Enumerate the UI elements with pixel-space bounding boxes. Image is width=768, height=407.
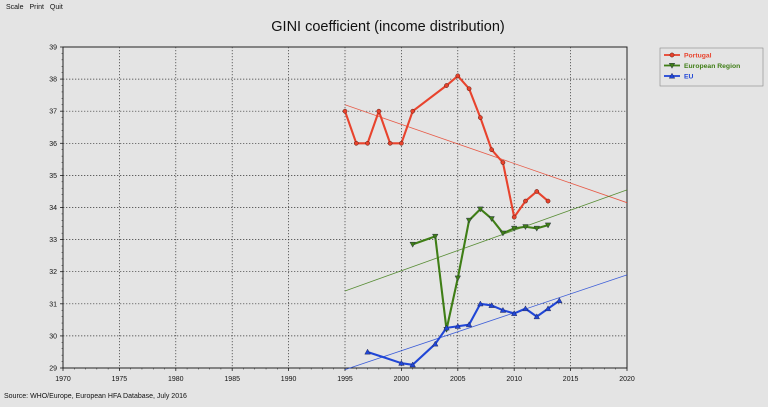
point-portugal: [534, 189, 540, 194]
point-eu: [364, 348, 371, 355]
point-portugal: [489, 147, 494, 153]
point-european-region: [544, 222, 552, 229]
menu-bar: Scale Print Quit: [0, 0, 63, 14]
point-european-region: [511, 225, 518, 232]
x-tick-label: 1980: [168, 376, 184, 383]
legend-marker-portugal: [669, 52, 675, 58]
x-tick-label: 2015: [563, 376, 579, 383]
point-portugal: [466, 86, 472, 92]
y-tick-label: 33: [49, 237, 57, 244]
x-tick-label: 1975: [112, 376, 128, 383]
point-european-region: [465, 217, 473, 224]
point-eu: [443, 324, 450, 331]
point-eu: [398, 359, 405, 366]
point-eu: [409, 361, 416, 368]
point-portugal: [387, 140, 393, 146]
y-tick-label: 35: [49, 173, 57, 180]
point-european-region: [454, 275, 461, 282]
series-line-portugal: [344, 74, 549, 219]
x-tick-label: 2020: [619, 376, 635, 383]
y-tick-label: 34: [49, 205, 57, 212]
point-portugal: [478, 115, 483, 120]
y-tick-label: 37: [49, 109, 57, 116]
series-line-european-region: [412, 208, 549, 331]
point-portugal: [455, 73, 461, 79]
y-tick-label: 30: [49, 333, 57, 340]
axis-tick-labels: 1970 1975 1980 1985 1990 1995 2000 2005 2010 2015…: [49, 45, 635, 384]
point-eu: [432, 340, 439, 347]
legend: Portugal European Region EU: [659, 47, 764, 87]
menu-quit[interactable]: Quit: [49, 3, 63, 11]
x-tick-label: 1970: [55, 376, 71, 383]
data-series: [342, 73, 563, 368]
point-eu: [511, 310, 518, 316]
point-portugal: [376, 108, 382, 114]
point-portugal: [523, 198, 528, 204]
point-eu: [556, 297, 563, 304]
point-portugal: [365, 140, 370, 146]
point-portugal: [545, 198, 551, 204]
trend-line-portugal: [344, 104, 628, 204]
y-tick-label: 38: [49, 77, 57, 84]
trend-lines: [344, 104, 628, 370]
x-tick-label: 2010: [506, 376, 522, 383]
menu-print[interactable]: Print: [29, 3, 44, 11]
point-european-region: [533, 225, 540, 232]
point-european-region: [522, 224, 529, 230]
point-eu: [533, 313, 540, 320]
legend-label-portugal: Portugal: [684, 53, 712, 60]
point-portugal: [399, 140, 404, 146]
point-eu: [488, 302, 495, 308]
menu-scale[interactable]: Scale: [6, 3, 24, 11]
trend-line-eu: [344, 274, 628, 370]
point-portugal: [410, 108, 416, 114]
y-tick-label: 39: [49, 45, 57, 52]
chart-title: GINI coefficient (income distribution): [271, 19, 504, 35]
x-tick-label: 2000: [394, 376, 410, 383]
trend-line-european-region: [344, 189, 628, 292]
point-european-region: [409, 241, 416, 248]
point-european-region: [432, 233, 439, 240]
point-eu: [477, 300, 484, 307]
grid-lines: [63, 47, 627, 368]
source-note: Source: WHO/Europe, European HFA Databas…: [4, 393, 187, 400]
point-portugal: [353, 140, 359, 146]
legend-label-european-region: European Region: [684, 63, 740, 70]
point-european-region: [477, 206, 484, 213]
legend-marker-eu: [668, 72, 676, 79]
point-portugal: [500, 160, 506, 165]
y-tick-label: 31: [49, 301, 57, 308]
point-eu: [499, 307, 507, 313]
y-tick-label: 32: [49, 269, 57, 276]
point-portugal: [444, 83, 449, 88]
y-tick-label: 29: [49, 366, 57, 373]
x-tick-label: 1990: [281, 376, 297, 383]
point-eu: [465, 321, 473, 328]
legend-marker-european-region: [668, 63, 676, 69]
point-eu: [454, 323, 461, 329]
point-european-region: [499, 230, 507, 237]
x-tick-label: 1995: [337, 376, 353, 383]
y-tick-label: 36: [49, 141, 57, 148]
series-line-eu: [367, 299, 560, 366]
point-european-region: [488, 216, 495, 222]
x-tick-label: 1985: [224, 376, 240, 383]
point-portugal: [342, 108, 348, 114]
legend-label-eu: EU: [684, 74, 694, 81]
point-eu: [544, 305, 552, 312]
x-tick-label: 2005: [450, 376, 466, 383]
point-eu: [522, 305, 529, 312]
point-portugal: [511, 214, 517, 220]
